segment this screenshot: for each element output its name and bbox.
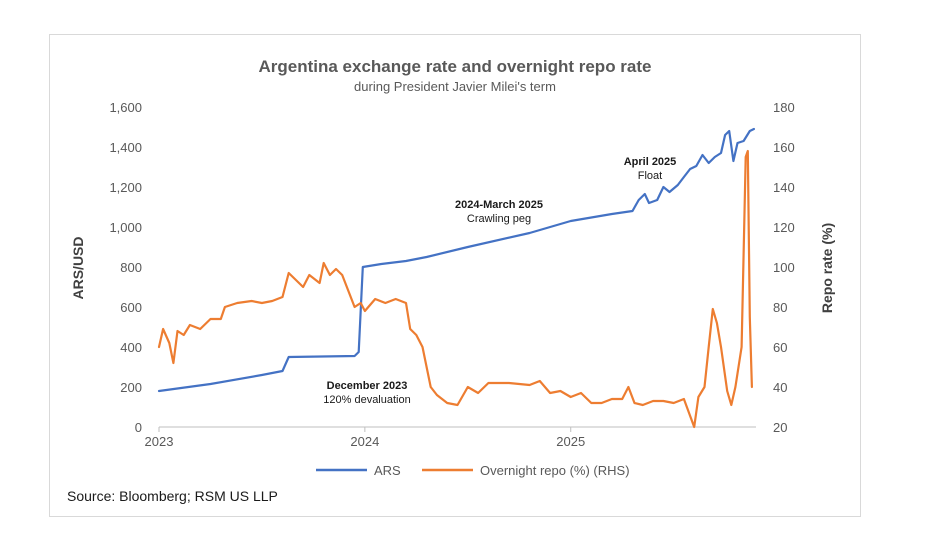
y-tick-right: 80 [773,300,787,315]
y-tick-left: 1,400 [109,140,142,155]
y-tick-left: 600 [120,300,142,315]
y-tick-right: 180 [773,100,795,115]
series-line-ars [157,127,755,393]
y-tick-right: 140 [773,180,795,195]
annotation-crawling-peg-text: Crawling peg [467,213,531,225]
y-tick-right: 20 [773,420,787,435]
y-tick-left: 200 [120,380,142,395]
series-line-repo [157,149,753,429]
y-tick-right: 120 [773,220,795,235]
annotation-december-2023-title: December 2023 [327,380,408,392]
legend-label-repo: Overnight repo (%) (RHS) [480,463,630,478]
y-tick-right: 60 [773,340,787,355]
x-tick-label: 2023 [145,434,174,449]
x-tick-label: 2025 [556,434,585,449]
legend-label-ars: ARS [374,463,401,478]
y-tick-left: 1,600 [109,100,142,115]
x-tick-label: 2024 [350,434,379,449]
y-tick-right: 100 [773,260,795,275]
y-tick-right: 160 [773,140,795,155]
chart-card: Argentina exchange rate and overnight re… [49,34,861,517]
series-lines [157,127,755,429]
y-axis-right-label: Repo rate (%) [819,223,835,313]
axes: 0 200 400 600 800 1,000 1,200 1,400 1,600 20 40 60 8… [109,100,794,449]
annotation-december-2023-text: 120% devaluation [323,394,410,406]
chart-title: Argentina exchange rate and overnight re… [259,57,652,76]
chart-subtitle: during President Javier Milei's term [354,79,556,94]
y-tick-right: 40 [773,380,787,395]
annotation-april-2025-title: April 2025 [624,156,677,168]
chart-figure: Argentina exchange rate and overnight re… [67,57,835,504]
y-tick-left: 1,200 [109,180,142,195]
y-tick-left: 400 [120,340,142,355]
y-tick-left: 0 [135,420,142,435]
source-note: Source: Bloomberg; RSM US LLP [67,488,278,504]
y-tick-left: 1,000 [109,220,142,235]
annotation-crawling-peg-title: 2024-March 2025 [455,199,543,211]
annotation-april-2025-text: Float [638,170,662,182]
y-axis-left-label: ARS/USD [70,236,86,299]
y-tick-left: 800 [120,260,142,275]
